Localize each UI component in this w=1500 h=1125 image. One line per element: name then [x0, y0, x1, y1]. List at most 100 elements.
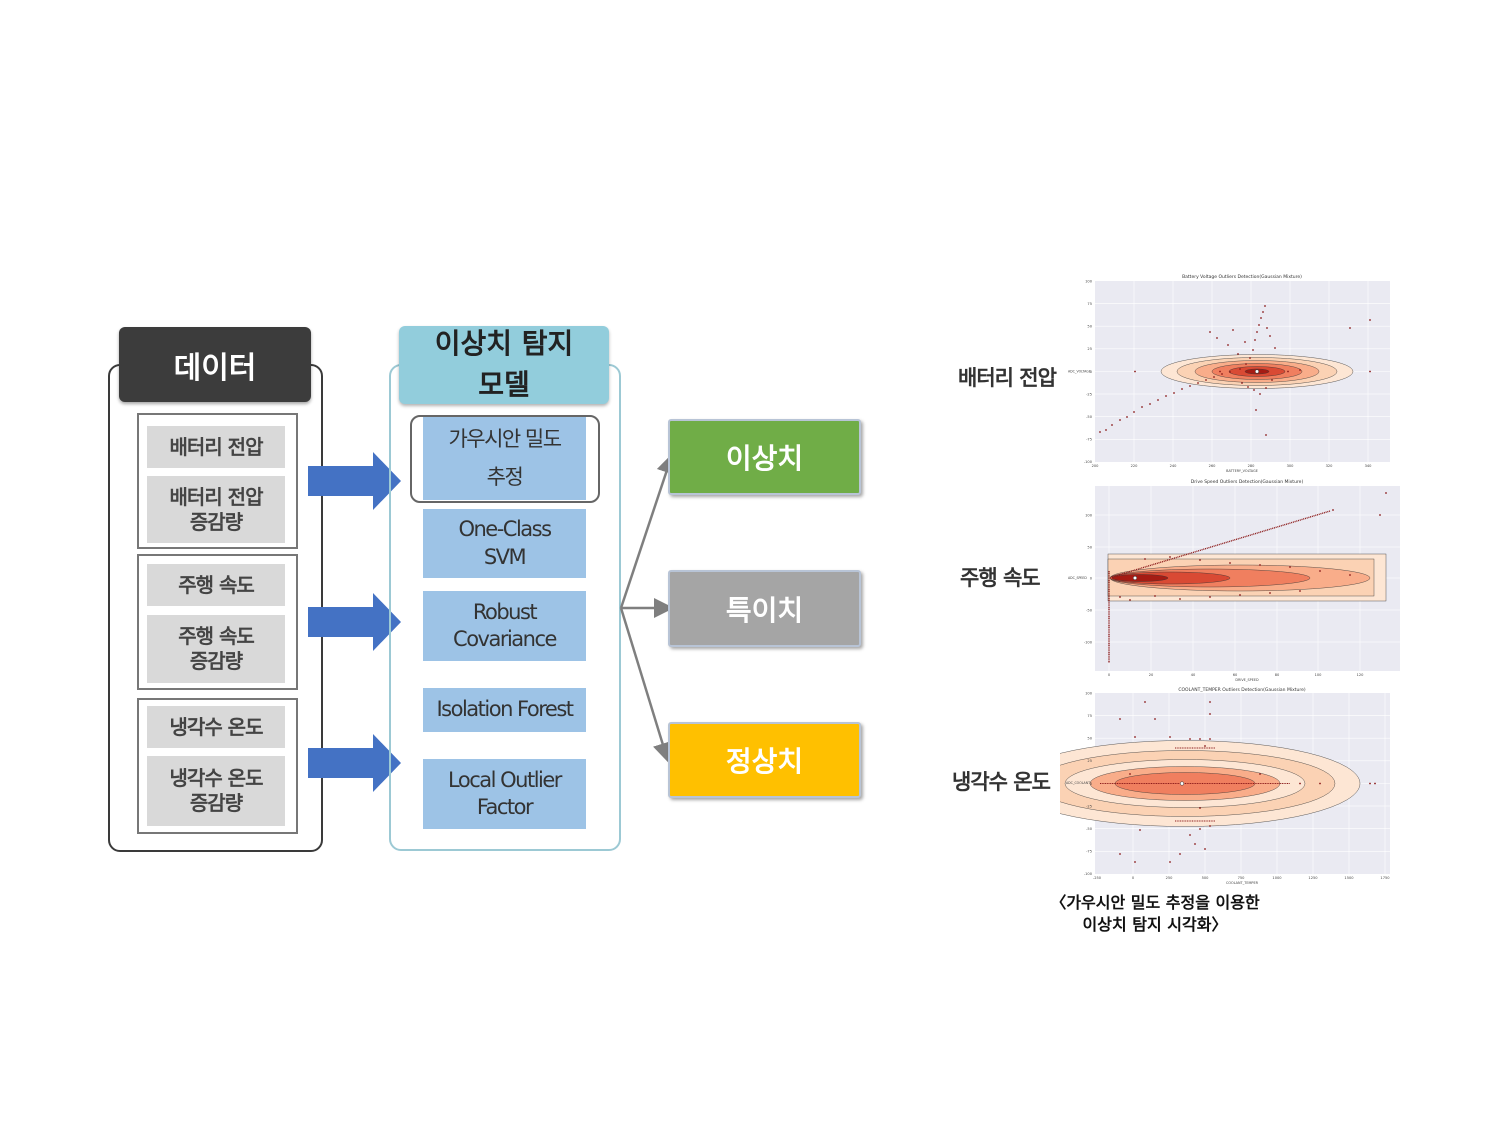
ytick: -25 — [1086, 804, 1092, 808]
data-item-battery-voltage-delta: 배터리 전압 증감량 — [147, 476, 285, 543]
xtick: 0 — [1132, 876, 1135, 880]
arrow-right-3 — [308, 734, 401, 792]
ytick: -75 — [1086, 850, 1092, 854]
connector-to-outlier — [619, 453, 676, 609]
output-outlier: 이상치 — [668, 419, 861, 495]
output-normal: 정상치 — [668, 722, 861, 798]
xtick: 100 — [1315, 673, 1323, 677]
model-local-outlier-factor: Local Outlier Factor — [423, 759, 586, 829]
model-highlight-box — [410, 415, 600, 503]
ytick: -100 — [1084, 640, 1093, 644]
ytick: -100 — [1084, 460, 1093, 464]
ytick: 50 — [1087, 325, 1092, 329]
ytick: -100 — [1084, 872, 1093, 876]
ytick: -50 — [1086, 827, 1093, 831]
plot-battery-points — [1099, 305, 1371, 436]
xtick: 20 — [1149, 673, 1154, 677]
plot-label-speed: 주행 속도 — [960, 566, 1041, 590]
xtick: 340 — [1365, 464, 1373, 468]
output-novelty: 특이치 — [668, 570, 861, 647]
ytick: 25 — [1087, 759, 1092, 763]
xtick: 320 — [1326, 464, 1334, 468]
plot-coolant-ylabel: ADC_COOLANT — [1066, 781, 1090, 785]
plot-battery-xticks: 200 220 240 260 280 300 320 340 — [1092, 464, 1373, 468]
xtick: 60 — [1233, 673, 1238, 677]
xtick: 280 — [1248, 464, 1256, 468]
xtick: 250 — [1166, 876, 1174, 880]
plot-coolant-title: COOLANT_TEMPER Outliers Detection(Gaussi… — [1178, 687, 1306, 693]
plot-speed-center — [1132, 575, 1138, 581]
plot-battery-voltage: Battery Voltage Outliers Detection(Gauss… — [1068, 274, 1390, 473]
model-isolation-forest: Isolation Forest — [423, 688, 586, 732]
model-gaussian-density: 가우시안 밀도 추정 — [423, 417, 586, 500]
figure-caption: 〈가우시안 밀도 추정을 이용한 이상치 탐지 시각화〉 — [1050, 893, 1260, 934]
plot-battery-title: Battery Voltage Outliers Detection(Gauss… — [1182, 274, 1302, 280]
xtick: 40 — [1191, 673, 1196, 677]
connector-to-normal — [619, 607, 673, 763]
plot-coolant-xlabel: COOLANT_TEMPER — [1226, 881, 1259, 885]
plot-label-coolant: 냉각수 온도 — [952, 770, 1051, 794]
data-item-coolant-temp-delta: 냉각수 온도 증감량 — [147, 756, 285, 826]
plot-coolant-xticks: -250 0 250 500 750 1000 1250 1500 1750 — [1093, 876, 1390, 880]
ytick: -75 — [1086, 438, 1092, 442]
plot-coolant-temper: COOLANT_TEMPER Outliers Detection(Gaussi… — [1060, 687, 1390, 885]
plot-speed-xticks: 0 20 40 60 80 100 120 — [1108, 673, 1364, 677]
xtick: 80 — [1275, 673, 1280, 677]
ytick: 0 — [1090, 576, 1093, 580]
ytick: 75 — [1087, 714, 1092, 718]
ytick: 100 — [1085, 513, 1093, 517]
xtick: 1250 — [1308, 876, 1318, 880]
xtick: -250 — [1093, 876, 1102, 880]
xtick: 220 — [1131, 464, 1139, 468]
xtick: 1000 — [1272, 876, 1282, 880]
plot-speed-trend-points — [1111, 510, 1331, 578]
data-item-drive-speed-delta: 주행 속도 증감량 — [147, 615, 285, 683]
plot-battery-contours — [1160, 354, 1354, 389]
plot-speed-title: Drive Speed Outliers Detection(Gaussian … — [1191, 479, 1304, 485]
plot-coolant-yticks: 100 75 50 25 0 -25 -50 -75 -100 — [1084, 691, 1093, 876]
xtick: 0 — [1108, 673, 1111, 677]
plot-drive-speed: Drive Speed Outliers Detection(Gaussian … — [1068, 479, 1400, 682]
plot-battery-xlabel: BATTERY_VOLTAGE — [1226, 469, 1258, 473]
xtick: 200 — [1092, 464, 1100, 468]
model-one-class-svm: One-Class SVM — [423, 509, 586, 578]
plot-battery-center — [1254, 369, 1260, 374]
ytick: 25 — [1087, 347, 1092, 351]
ytick: 0 — [1090, 370, 1093, 374]
ytick: 50 — [1087, 545, 1092, 549]
plot-coolant-points — [1119, 701, 1376, 863]
ytick: 50 — [1087, 737, 1092, 741]
model-column-header: 이상치 탐지 모델 — [399, 326, 609, 404]
arrow-right-2 — [308, 593, 401, 651]
plot-battery-ylabel: ADC_VOLTAGE — [1068, 370, 1091, 374]
ytick: 75 — [1087, 302, 1092, 306]
plot-speed-contours — [1107, 553, 1387, 602]
data-item-coolant-temp: 냉각수 온도 — [147, 706, 285, 748]
xtick: 1500 — [1344, 876, 1354, 880]
plot-speed-xlabel: DRIVE_SPEED — [1235, 678, 1259, 682]
plot-speed-ylabel: ADC_SPEED — [1068, 576, 1087, 580]
model-to-output-connectors — [619, 453, 676, 763]
data-column-header: 데이터 — [119, 327, 311, 402]
ytick: -50 — [1086, 415, 1093, 419]
ytick: -25 — [1086, 392, 1092, 396]
arrow-right-1 — [308, 452, 401, 510]
xtick: 240 — [1170, 464, 1178, 468]
model-robust-covariance: Robust Covariance — [423, 591, 586, 661]
ytick: 0 — [1090, 782, 1093, 786]
ytick: 100 — [1085, 691, 1093, 695]
plot-battery-yticks: 100 75 50 25 0 -25 -50 -75 -100 — [1084, 280, 1093, 465]
plot-coolant-contours — [1060, 740, 1361, 827]
plot-coolant-center — [1179, 781, 1185, 786]
xtick: 500 — [1202, 876, 1210, 880]
xtick: 750 — [1238, 876, 1246, 880]
ytick: -50 — [1086, 608, 1093, 612]
ytick: 100 — [1085, 280, 1093, 284]
plot-speed-points — [1119, 492, 1387, 601]
xtick: 120 — [1357, 673, 1365, 677]
xtick: 300 — [1287, 464, 1295, 468]
xtick: 260 — [1209, 464, 1217, 468]
plot-label-battery: 배터리 전압 — [958, 366, 1057, 390]
data-to-model-arrows — [308, 452, 401, 792]
data-item-drive-speed: 주행 속도 — [147, 564, 285, 606]
